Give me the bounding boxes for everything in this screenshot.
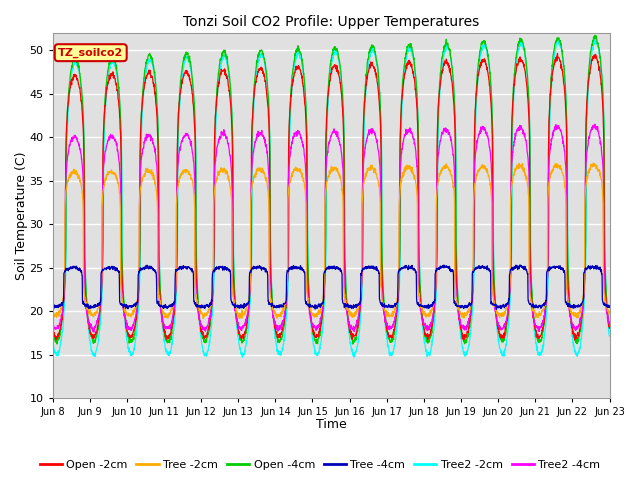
X-axis label: Time: Time	[316, 419, 346, 432]
Y-axis label: Soil Temperature (C): Soil Temperature (C)	[15, 151, 28, 280]
Legend: Open -2cm, Tree -2cm, Open -4cm, Tree -4cm, Tree2 -2cm, Tree2 -4cm: Open -2cm, Tree -2cm, Open -4cm, Tree -4…	[35, 456, 605, 474]
Text: TZ_soilco2: TZ_soilco2	[58, 48, 124, 58]
Title: Tonzi Soil CO2 Profile: Upper Temperatures: Tonzi Soil CO2 Profile: Upper Temperatur…	[183, 15, 479, 29]
